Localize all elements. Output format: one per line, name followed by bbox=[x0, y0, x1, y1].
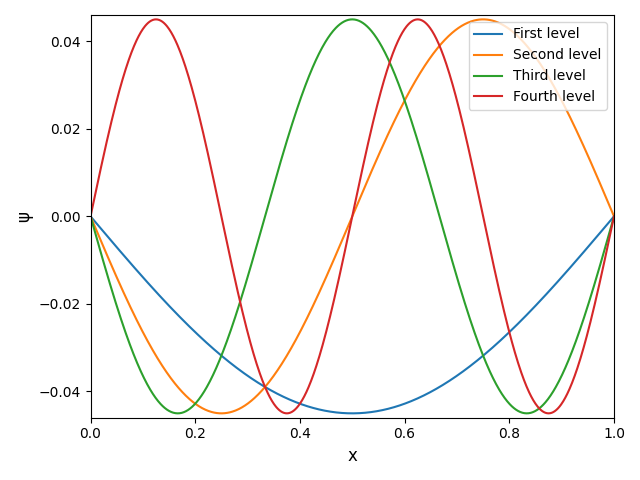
Second level bbox=[299, 324, 307, 330]
First level bbox=[298, 402, 306, 408]
Third level bbox=[299, 90, 307, 96]
Second level bbox=[218, 410, 225, 416]
First level bbox=[505, 330, 513, 336]
Second level bbox=[140, 331, 148, 337]
First level bbox=[348, 410, 356, 416]
Fourth level bbox=[505, 327, 513, 333]
Second level bbox=[610, 214, 618, 219]
Fourth level bbox=[495, 288, 503, 294]
Third level bbox=[496, 388, 504, 394]
Fourth level bbox=[610, 214, 618, 219]
Third level bbox=[140, 375, 148, 381]
Fourth level bbox=[152, 16, 160, 22]
First level bbox=[317, 407, 325, 413]
Third level bbox=[348, 16, 356, 22]
Third level bbox=[447, 254, 455, 260]
Second level bbox=[447, 31, 454, 37]
Second level bbox=[496, 21, 504, 26]
First level bbox=[447, 377, 454, 383]
First level bbox=[86, 214, 94, 219]
Fourth level bbox=[299, 396, 307, 402]
Third level bbox=[86, 214, 94, 219]
Line: Second level: Second level bbox=[90, 19, 614, 413]
Line: First level: First level bbox=[90, 216, 614, 413]
Line: Third level: Third level bbox=[90, 19, 614, 413]
Second level bbox=[479, 16, 487, 22]
Second level bbox=[318, 284, 326, 290]
Legend: First level, Second level, Third level, Fourth level: First level, Second level, Third level, … bbox=[468, 22, 607, 110]
Fourth level bbox=[545, 410, 552, 416]
First level bbox=[610, 214, 618, 219]
Line: Fourth level: Fourth level bbox=[90, 19, 614, 413]
Third level bbox=[506, 401, 513, 407]
Fourth level bbox=[318, 346, 326, 351]
Fourth level bbox=[447, 74, 454, 80]
First level bbox=[140, 276, 148, 281]
Fourth level bbox=[140, 24, 148, 30]
Third level bbox=[173, 410, 181, 416]
X-axis label: x: x bbox=[348, 447, 357, 465]
Second level bbox=[506, 26, 513, 32]
First level bbox=[495, 339, 503, 345]
Second level bbox=[86, 214, 94, 219]
Third level bbox=[610, 214, 618, 219]
Y-axis label: ψ: ψ bbox=[15, 211, 33, 222]
Fourth level bbox=[86, 214, 94, 219]
Third level bbox=[318, 46, 326, 51]
